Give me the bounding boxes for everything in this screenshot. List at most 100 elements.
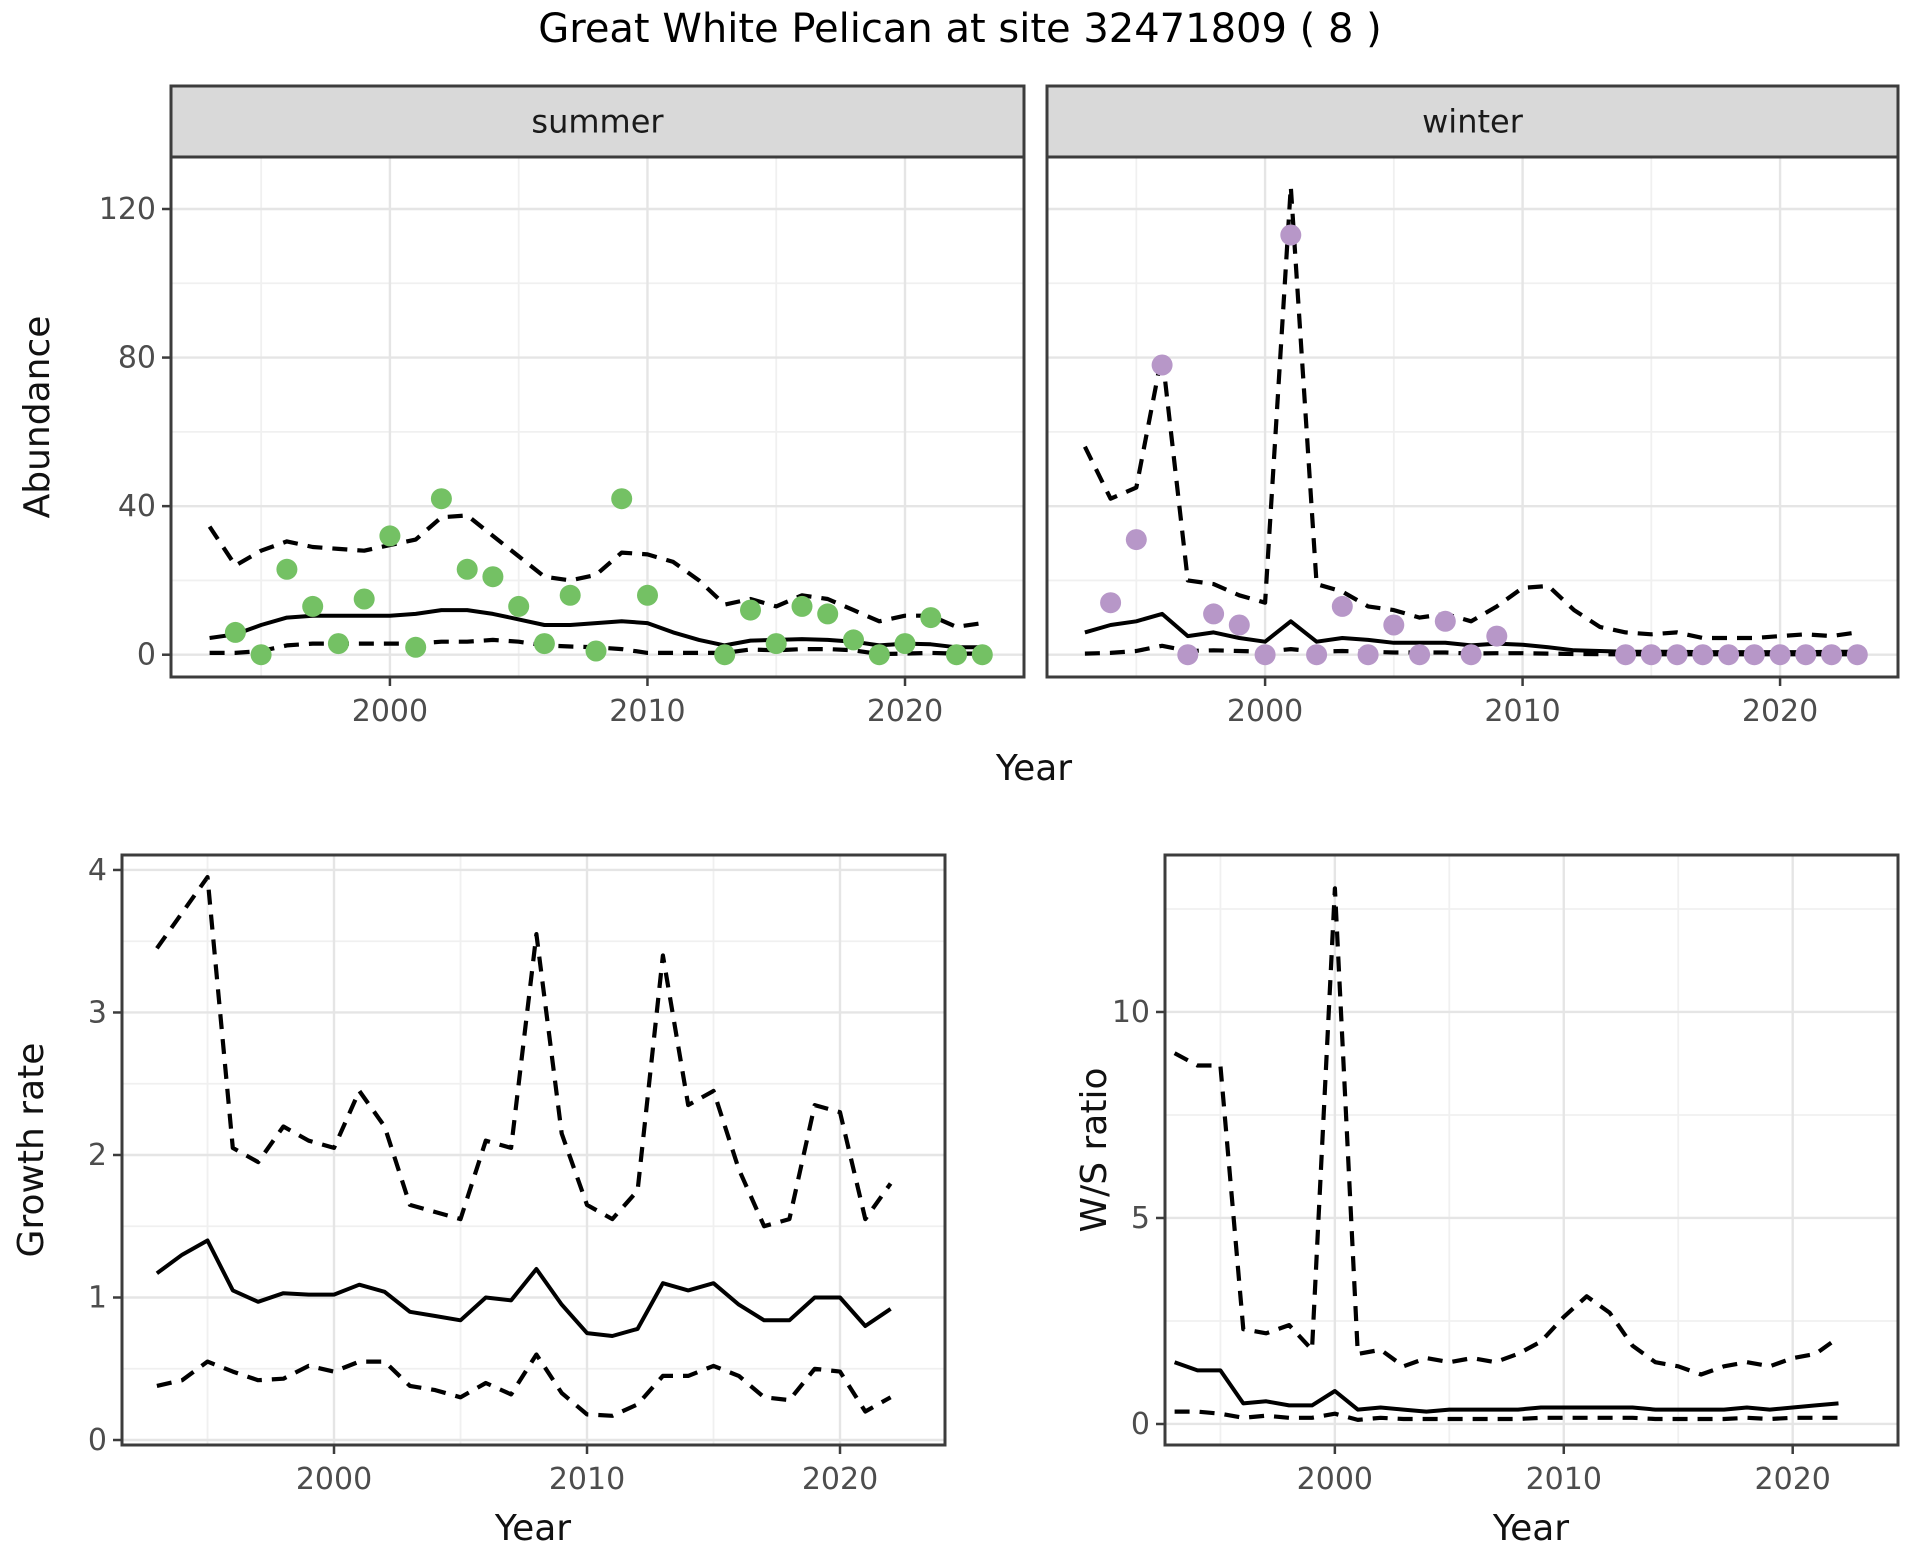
ws-ratio-x-tick-label: 2000 bbox=[1297, 1462, 1373, 1497]
growth-rate-y-tick-label: 2 bbox=[88, 1138, 107, 1173]
abundance-winter-point bbox=[1795, 644, 1817, 666]
x-axis-label-year-top: Year bbox=[995, 748, 1073, 789]
abundance-winter-point bbox=[1821, 644, 1843, 666]
abundance-winter-facet-label: winter bbox=[1422, 103, 1524, 141]
abundance-summer-point bbox=[868, 644, 890, 666]
abundance-winter-point bbox=[1228, 614, 1250, 636]
abundance-summer-point bbox=[379, 525, 401, 547]
abundance-summer-y-tick-label: 80 bbox=[118, 341, 156, 376]
abundance-summer-point bbox=[533, 633, 555, 655]
abundance-summer-point bbox=[920, 607, 942, 629]
abundance-winter-point bbox=[1666, 644, 1688, 666]
abundance-summer-point bbox=[276, 558, 298, 580]
abundance-winter-series-group bbox=[1083, 184, 1868, 666]
abundance-winter-point bbox=[1409, 644, 1431, 666]
abundance-winter-point bbox=[1203, 603, 1225, 625]
growth-rate-y-tick-label: 3 bbox=[88, 995, 107, 1030]
abundance-summer-point bbox=[250, 644, 272, 666]
growth-rate-series-group bbox=[155, 875, 893, 1418]
abundance-summer-point bbox=[430, 488, 452, 510]
abundance-winter-point bbox=[1357, 644, 1379, 666]
abundance-summer-point bbox=[843, 629, 864, 651]
abundance-summer-series-group bbox=[207, 488, 993, 666]
ws-ratio-border bbox=[1163, 853, 1900, 1447]
abundance-summer-point bbox=[817, 603, 839, 625]
abundance-winter-facet-strip bbox=[1045, 84, 1900, 159]
growth-rate-y-tick-label: 0 bbox=[88, 1423, 107, 1458]
abundance-winter-x-tick-label: 2010 bbox=[1484, 694, 1560, 729]
abundance-summer-point bbox=[302, 595, 324, 617]
abundance-winter-point bbox=[1718, 644, 1740, 666]
abundance-winter-point bbox=[1692, 644, 1714, 666]
ws-ratio-y-tick-label: 10 bbox=[1112, 995, 1150, 1030]
abundance-winter-point bbox=[1100, 592, 1122, 614]
abundance-summer-point bbox=[637, 584, 658, 606]
abundance-summer-x-tick-label: 2020 bbox=[867, 694, 943, 729]
abundance-summer-point bbox=[482, 566, 504, 588]
abundance-summer-point bbox=[946, 644, 967, 666]
abundance-winter-point bbox=[1434, 610, 1456, 632]
abundance-winter-point bbox=[1460, 644, 1482, 666]
abundance-winter-point bbox=[1125, 529, 1147, 551]
abundance-summer-point bbox=[740, 599, 761, 621]
growth-rate-x-tick-label: 2010 bbox=[549, 1462, 625, 1497]
growth-rate-y-tick-label: 4 bbox=[88, 853, 107, 888]
chart-title: Great White Pelican at site 32471809 ( 8… bbox=[538, 6, 1382, 52]
growth-rate-median-line bbox=[155, 1238, 892, 1338]
abundance-summer-point bbox=[714, 644, 736, 666]
abundance-summer-point bbox=[327, 633, 349, 655]
abundance-winter-point bbox=[1177, 644, 1199, 666]
abundance-summer-point bbox=[611, 488, 633, 510]
abundance-summer-point bbox=[971, 644, 993, 666]
abundance-summer-point bbox=[791, 595, 813, 617]
abundance-winter-point bbox=[1254, 644, 1276, 666]
abundance-summer-point bbox=[765, 633, 787, 655]
ws-ratio-x-tick-label: 2020 bbox=[1755, 1462, 1831, 1497]
abundance-winter-point bbox=[1743, 644, 1765, 666]
abundance-summer-x-tick-label: 2000 bbox=[352, 694, 428, 729]
growth-rate-x-tick-label: 2020 bbox=[802, 1462, 878, 1497]
abundance-winter-point bbox=[1280, 224, 1302, 246]
abundance-summer-point bbox=[559, 584, 581, 606]
abundance-summer-point bbox=[353, 588, 375, 610]
ws-ratio-y-tick-label: 0 bbox=[1131, 1407, 1150, 1442]
abundance-summer-facet-label: summer bbox=[531, 103, 664, 141]
abundance-winter-x-tick-label: 2000 bbox=[1227, 694, 1303, 729]
abundance-winter-upper-ci-line bbox=[1083, 184, 1858, 641]
abundance-summer-point bbox=[405, 636, 427, 658]
abundance-summer-y-tick-label: 40 bbox=[118, 489, 156, 524]
x-axis-label-year-growth: Year bbox=[494, 1508, 572, 1549]
growth-rate-border bbox=[120, 853, 947, 1447]
abundance-winter-point bbox=[1769, 644, 1791, 666]
abundance-summer-background bbox=[171, 157, 1024, 677]
ws-ratio-upper-ci-line bbox=[1173, 886, 1840, 1377]
abundance-summer-upper-ci-line bbox=[207, 513, 983, 629]
abundance-winter-point bbox=[1615, 644, 1637, 666]
ws-ratio-x-tick-label: 2010 bbox=[1526, 1462, 1602, 1497]
ws-ratio-series-group bbox=[1173, 886, 1840, 1422]
abundance-winter-x-tick-label: 2020 bbox=[1742, 694, 1818, 729]
ws-ratio-background bbox=[1165, 855, 1898, 1445]
abundance-summer-point bbox=[508, 595, 530, 617]
growth-rate-y-tick-label: 1 bbox=[88, 1281, 107, 1316]
growth-rate-lower-ci-line bbox=[156, 1352, 892, 1418]
abundance-summer-x-tick-label: 2010 bbox=[609, 694, 685, 729]
abundance-winter-point bbox=[1306, 644, 1328, 666]
growth-rate-upper-ci-line bbox=[155, 875, 893, 1229]
abundance-winter-point bbox=[1486, 625, 1508, 647]
abundance-winter-point bbox=[1640, 644, 1662, 666]
growth-rate-x-tick-label: 2000 bbox=[296, 1462, 372, 1497]
abundance-summer-point bbox=[894, 633, 916, 655]
x-axis-label-year-ws: Year bbox=[1492, 1508, 1570, 1549]
abundance-summer-y-tick-label: 120 bbox=[99, 192, 156, 227]
abundance-summer-point bbox=[585, 640, 607, 662]
abundance-summer-facet-strip bbox=[169, 84, 1026, 159]
ws-ratio-lower-ci-line bbox=[1174, 1409, 1839, 1422]
abundance-winter-background bbox=[1047, 157, 1898, 677]
abundance-winter-point bbox=[1846, 644, 1868, 666]
abundance-winter-point bbox=[1331, 595, 1353, 617]
ws-ratio-y-tick-label: 5 bbox=[1131, 1201, 1150, 1236]
ws-ratio-median-line bbox=[1173, 1360, 1839, 1414]
